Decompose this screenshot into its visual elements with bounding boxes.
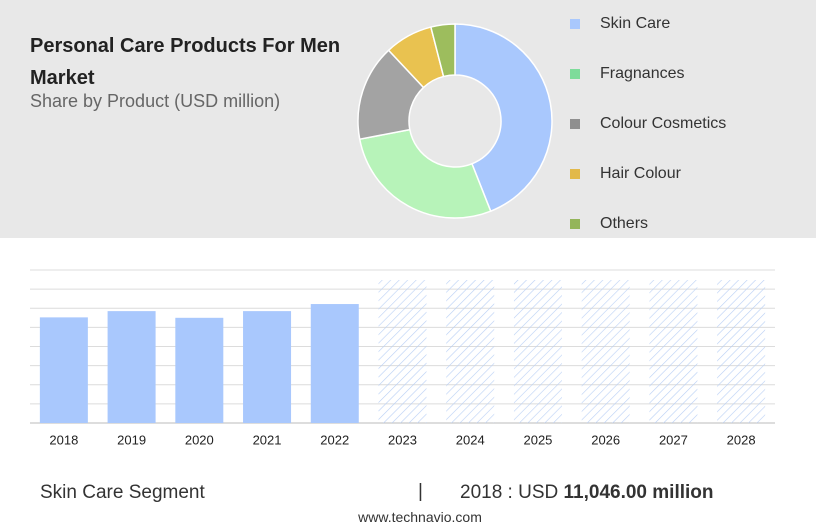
forecast-placeholder	[581, 280, 630, 423]
forecast-placeholder	[717, 280, 766, 423]
legend-label: Colour Cosmetics	[600, 115, 726, 132]
year-label: 2018 : USD	[460, 482, 559, 503]
bar	[243, 311, 292, 423]
x-tick-label: 2028	[727, 432, 756, 447]
legend-marker	[570, 119, 580, 129]
x-tick-label: 2021	[253, 432, 282, 447]
forecast-placeholder	[378, 280, 427, 423]
bar	[310, 304, 359, 423]
legend-marker	[570, 219, 580, 229]
x-tick-label: 2026	[591, 432, 620, 447]
segment-label: Skin Care Segment	[40, 482, 205, 503]
legend-marker	[570, 69, 580, 79]
donut-slice	[454, 23, 553, 213]
forecast-placeholder	[446, 280, 495, 423]
bar	[39, 317, 88, 423]
legend-marker	[570, 19, 580, 29]
x-tick-label: 2024	[456, 432, 485, 447]
x-tick-label: 2019	[117, 432, 146, 447]
chart-title: Personal Care Products For Men Market	[30, 35, 341, 89]
legend-marker	[570, 169, 580, 179]
bar	[107, 311, 156, 423]
forecast-placeholder	[513, 280, 562, 423]
legend-label: Fragnances	[600, 65, 685, 82]
amount: 11,046.00 million	[563, 482, 714, 503]
x-tick-label: 2020	[185, 432, 214, 447]
x-tick-label: 2022	[320, 432, 349, 447]
source: www.technavio.com	[358, 509, 482, 525]
donut-slice	[358, 128, 492, 219]
footer-year: 2018 : USD 11,046.00 million	[460, 482, 714, 504]
bar	[175, 317, 224, 423]
x-tick-label: 2027	[659, 432, 688, 447]
x-tick-label: 2018	[49, 432, 78, 447]
x-tick-label: 2025	[523, 432, 552, 447]
legend-label: Hair Colour	[600, 165, 682, 182]
forecast-placeholder	[649, 280, 698, 423]
legend-label: Others	[600, 215, 648, 232]
legend-label: Skin Care	[600, 15, 670, 32]
chart-subtitle: Share by Product (USD million)	[30, 91, 281, 111]
separator: |	[418, 481, 423, 502]
donut-slice	[429, 23, 456, 78]
x-tick-label: 2023	[388, 432, 417, 447]
